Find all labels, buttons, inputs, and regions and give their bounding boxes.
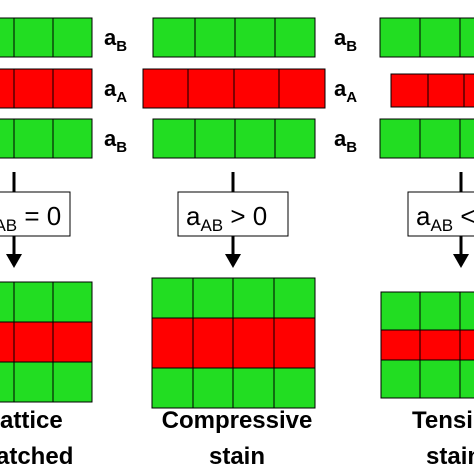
- layer-labels-right: aB aA aB: [334, 25, 357, 156]
- layer-a: [142, 68, 326, 109]
- condition-main: a: [186, 201, 201, 231]
- caption-line1: Tensile: [412, 407, 474, 434]
- condition-sub: AB: [0, 216, 17, 235]
- caption-line1: Lattice: [0, 407, 63, 434]
- panel-compressive: aAB > 0 Compressive stain: [142, 17, 326, 470]
- layer-b-bottom: [379, 118, 474, 159]
- layer-a: [390, 73, 474, 108]
- arrow-head-icon: [225, 254, 241, 268]
- svg-text:aAB < 0: aAB < 0: [416, 201, 474, 235]
- result-stack: [0, 281, 93, 403]
- svg-text:aAB = 0: aAB = 0: [0, 201, 61, 235]
- condition-box: aAB = 0: [0, 191, 71, 237]
- layer-b-bottom: [152, 118, 316, 159]
- condition-rel: > 0: [223, 201, 267, 231]
- svg-text:aB: aB: [334, 126, 357, 156]
- svg-text:aB: aB: [104, 126, 127, 156]
- result-stack: [380, 291, 474, 399]
- condition-box: aAB < 0: [407, 191, 474, 237]
- svg-text:aB: aB: [334, 25, 357, 55]
- layer-b-top: [379, 17, 474, 58]
- layer-b-top: [0, 17, 93, 58]
- svg-text:aB: aB: [104, 25, 127, 55]
- svg-text:aAB > 0: aAB > 0: [186, 201, 267, 235]
- arrow-head-icon: [453, 254, 469, 268]
- condition-sub: AB: [200, 216, 223, 235]
- arrow-head-icon: [6, 254, 22, 268]
- condition-main: a: [416, 201, 431, 231]
- caption-line1: Compressive: [162, 407, 313, 434]
- condition-box: aAB > 0: [177, 191, 289, 237]
- caption-line2: matched: [0, 443, 73, 470]
- condition-rel: < 0: [453, 201, 474, 231]
- caption-line2: stain: [209, 443, 265, 470]
- layer-labels-left: aB aA aB: [104, 25, 127, 156]
- condition-rel: = 0: [17, 201, 61, 231]
- layer-a: [0, 68, 93, 109]
- panel-lattice-matched: aAB = 0 Lattice matched: [0, 17, 93, 470]
- panel-tensile: aAB < 0 Tensile stain: [379, 17, 474, 470]
- layer-b-top: [152, 17, 316, 58]
- svg-text:aA: aA: [334, 76, 357, 106]
- layer-b-bottom: [0, 118, 93, 159]
- svg-text:aA: aA: [104, 76, 127, 106]
- condition-sub: AB: [430, 216, 453, 235]
- result-stack: [151, 277, 316, 409]
- caption-line2: stain: [426, 443, 474, 470]
